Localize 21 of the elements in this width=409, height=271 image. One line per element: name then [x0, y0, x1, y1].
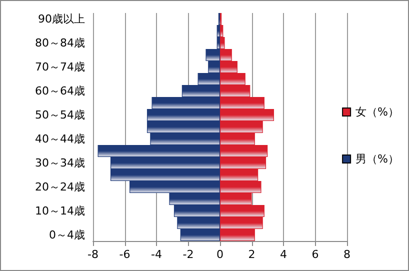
y-tick-label: 60～64歳: [35, 84, 85, 98]
x-tick-label: 6: [312, 248, 319, 261]
x-tick-label: 4: [280, 248, 287, 261]
legend-label: 男（%）: [356, 152, 399, 166]
y-tick-label: 30～34歳: [35, 156, 85, 170]
x-tick-label: -6: [119, 248, 130, 261]
x-tick-label: -4: [151, 248, 162, 261]
x-tick-label: -8: [88, 248, 98, 261]
y-tick-label: 70～74歳: [35, 60, 85, 74]
x-tick-label: 8: [344, 248, 350, 261]
x-tick-label: 0: [216, 248, 224, 261]
y-tick-label: 40～44歳: [35, 132, 85, 146]
y-tick-label: 50～54歳: [35, 108, 85, 122]
x-tick-label: -2: [182, 248, 194, 261]
x-tick-label: 2: [248, 248, 256, 261]
legend-label: 女（%）: [356, 106, 399, 118]
y-tick-label: 90歳以上: [38, 12, 85, 26]
y-tick-label: 0～4歳: [49, 228, 85, 242]
y-tick-label: 80～84歳: [35, 36, 85, 50]
y-tick-label: 10～14歳: [35, 204, 85, 218]
y-tick-label: 20～24歳: [35, 180, 85, 194]
